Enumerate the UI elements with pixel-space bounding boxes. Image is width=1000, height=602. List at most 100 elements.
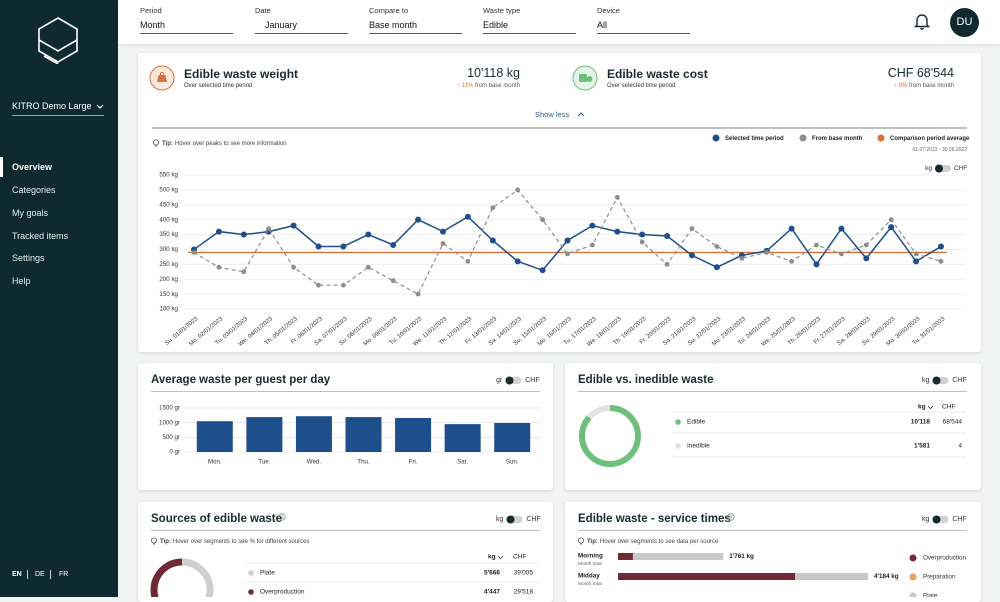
row-note: Month total	[578, 581, 602, 587]
filter-label: Compare to	[369, 6, 409, 15]
point	[789, 258, 794, 264]
bar-segment	[618, 553, 633, 560]
tip: Tip: Hover over segments to see data per …	[587, 539, 719, 545]
info-icon[interactable]	[278, 513, 286, 521]
legend-label: From base month	[812, 136, 863, 142]
language[interactable]: DE	[35, 571, 45, 578]
point	[938, 243, 944, 250]
point	[689, 252, 695, 259]
point	[689, 226, 695, 231]
x-tick-label: Wed.	[307, 459, 322, 466]
filter-value[interactable]: Base month	[369, 20, 418, 30]
point	[938, 258, 944, 264]
nav-item[interactable]: Categories	[12, 185, 56, 195]
bulb	[152, 139, 159, 146]
point	[614, 228, 621, 235]
kpi-change: ↑ 11% from base month	[457, 83, 520, 89]
unit-toggle[interactable]: kg CHF	[922, 515, 967, 524]
kpi-change-note: from base month	[474, 83, 520, 89]
column-header: CHF	[942, 404, 955, 411]
divider	[151, 391, 540, 392]
org-name[interactable]: KITRO Demo Large	[12, 101, 92, 111]
language[interactable]: EN	[12, 571, 22, 578]
tip-icon	[577, 537, 584, 545]
underline	[12, 115, 104, 116]
tip-text: Hover over segments to see data per sour…	[600, 539, 719, 545]
language[interactable]: FR	[59, 571, 69, 578]
x-tick-label: Fri.	[409, 459, 418, 466]
divider	[152, 127, 967, 129]
tip-text: Hover over peaks to see more information	[175, 141, 287, 147]
column-header: CHF	[513, 554, 526, 561]
unit-toggle[interactable]: kg CHF	[922, 376, 967, 385]
row-chf: 4	[958, 443, 962, 450]
point	[341, 282, 346, 288]
point	[839, 251, 844, 257]
point	[589, 222, 596, 229]
unit: kg	[496, 516, 504, 523]
point	[539, 267, 546, 274]
point	[191, 250, 197, 255]
unit: kg	[922, 516, 930, 523]
nav-item[interactable]: Overview	[12, 162, 53, 172]
point	[639, 231, 646, 238]
nav-item[interactable]: Help	[12, 276, 31, 286]
unit: CHF	[952, 516, 967, 523]
filter-value[interactable]: January	[265, 20, 298, 30]
tip-icon	[150, 537, 157, 545]
legend-marker	[877, 134, 885, 142]
filter-underline	[140, 33, 233, 34]
column-header: kg	[488, 554, 496, 561]
unit-toggle[interactable]: kg CHF	[496, 515, 541, 524]
point	[415, 291, 421, 297]
x-tick-label: Mon.	[208, 459, 222, 466]
nav-item[interactable]: Settings	[12, 253, 45, 263]
row-label: Edible	[687, 419, 705, 426]
y-tick-label: 550 kg	[159, 172, 178, 179]
point	[564, 237, 571, 244]
row-total: 1'761 kg	[729, 553, 754, 560]
filter-underline	[483, 33, 576, 34]
point	[489, 237, 496, 244]
row-chf: 39'005	[514, 570, 534, 577]
nav-item[interactable]: Tracked items	[12, 231, 69, 241]
point	[614, 194, 620, 200]
tip-icon	[152, 139, 159, 147]
chevron-up	[577, 112, 585, 117]
line-chart: Tip: Hover over peaks to see more informa…	[152, 134, 970, 348]
y-tick-label: 200 kg	[159, 276, 178, 283]
filter-label: Date	[255, 6, 271, 15]
point	[514, 258, 521, 265]
legend-marker	[909, 554, 917, 562]
filter-value[interactable]: Edible	[483, 20, 509, 30]
point	[390, 241, 397, 248]
filter-value[interactable]: All	[597, 20, 608, 30]
y-tick-label: 150 kg	[159, 291, 178, 298]
nav-item[interactable]: My goals	[12, 208, 49, 218]
point	[216, 264, 222, 270]
bar	[444, 424, 481, 452]
x-tick-label: Sat.	[457, 459, 468, 466]
point	[888, 217, 894, 223]
bar	[395, 417, 432, 452]
avatar[interactable]: DU	[950, 8, 979, 37]
y-tick-label: 400 kg	[159, 216, 178, 223]
point	[888, 224, 895, 231]
filter-value[interactable]: Month	[140, 20, 166, 30]
tip-label: Tip:	[162, 141, 173, 147]
point	[639, 239, 645, 245]
point	[540, 217, 545, 223]
legend-label: Preparation	[923, 574, 956, 581]
info-icon[interactable]	[727, 513, 735, 521]
overview-card	[138, 53, 981, 352]
unit: CHF	[952, 377, 967, 384]
unit-toggle[interactable]: gr CHF	[496, 376, 540, 385]
point	[788, 225, 795, 232]
point	[515, 187, 521, 193]
separator	[27, 570, 28, 579]
bell-icon[interactable]	[913, 12, 931, 30]
point	[764, 250, 770, 255]
show-less-link[interactable]: Show less	[535, 110, 570, 119]
x-tick-label: Sun.	[506, 459, 519, 466]
